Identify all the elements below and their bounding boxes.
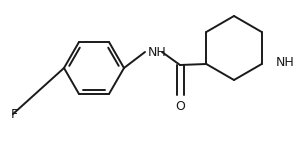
Text: NH: NH (148, 45, 167, 59)
Text: F: F (11, 107, 18, 121)
Text: NH: NH (276, 55, 295, 69)
Text: O: O (175, 100, 185, 113)
